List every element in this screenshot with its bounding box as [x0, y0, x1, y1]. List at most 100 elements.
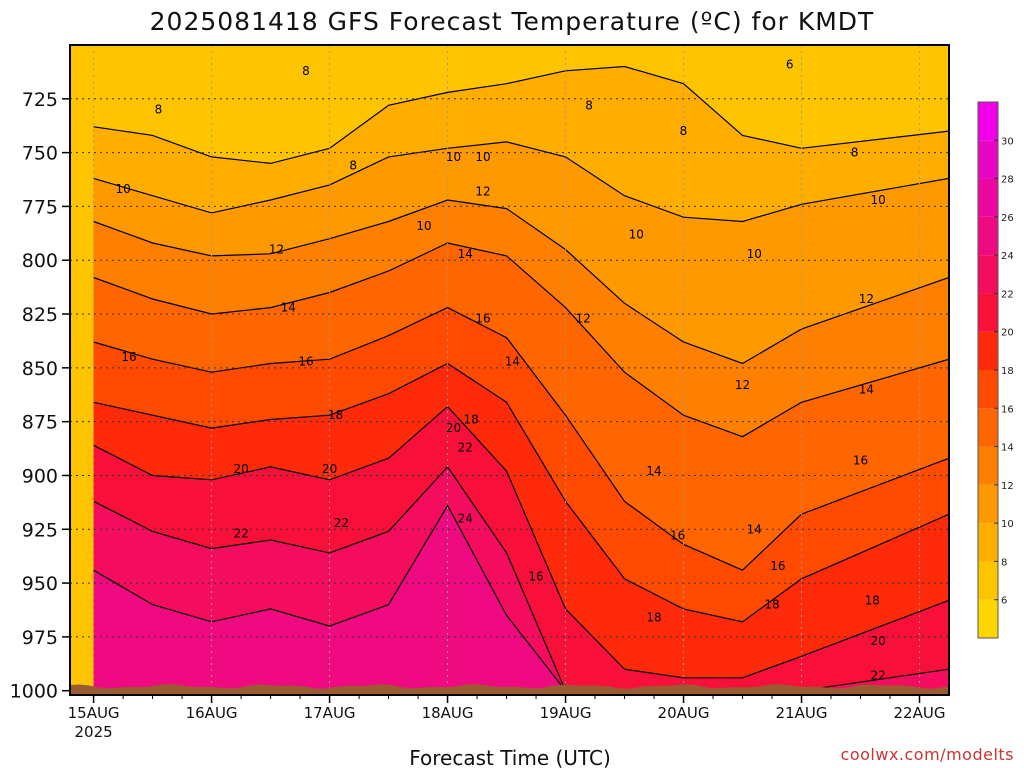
contour-labels: 8 8 8 8 6 8 8 10 10 10 10 10 10 10 12 12 12 12 12 14 14 14 14 1… [115, 57, 885, 682]
contour-label: 22 [871, 669, 886, 683]
contour-label: 16 [121, 350, 136, 364]
contour-label: 8 [851, 146, 859, 160]
temperature-fill [70, 45, 949, 695]
contour-label: 16 [298, 354, 313, 368]
contour-label: 22 [334, 516, 349, 530]
contour-label: 16 [475, 311, 490, 325]
contour-label: 10 [475, 150, 490, 164]
colorbar-tick-label: 20 [1001, 328, 1014, 339]
x-tick-year: 2025 [75, 723, 113, 741]
contour-label: 20 [871, 634, 886, 648]
contour-label: 18 [328, 408, 343, 422]
chart-title: 2025081418 GFS Forecast Temperature (ºC)… [150, 7, 875, 36]
x-tick-label: 22AUG [894, 704, 946, 722]
x-tick-label: 18AUG [422, 704, 474, 722]
contour-label: 12 [269, 243, 284, 257]
colorbar-tick-label: 8 [1001, 557, 1007, 568]
contour-label: 18 [464, 413, 479, 427]
y-tick-label: 900 [22, 465, 58, 487]
colorbar: 6 8 10 12 14 16 18 20 22 24 26 28 30 [977, 101, 1014, 639]
contour-label: 10 [416, 219, 431, 233]
colorbar-band [978, 102, 998, 141]
colorbar-tick-label: 14 [1001, 443, 1014, 454]
colorbar-band [978, 178, 998, 217]
contour-label: 8 [680, 124, 688, 138]
contour-label: 16 [853, 453, 868, 467]
colorbar-tick-label: 26 [1001, 213, 1014, 224]
isotherm-20 [93, 405, 949, 679]
contour-label: 16 [770, 559, 785, 573]
isotherm-16 [93, 306, 949, 571]
credit-link[interactable]: coolwx.com/modelts [841, 745, 1014, 764]
contour-label: 10 [115, 182, 130, 196]
isotherm-18 [93, 362, 949, 623]
contour-label: 14 [646, 464, 661, 478]
contour-label: 12 [859, 292, 874, 306]
colorbar-band [978, 599, 998, 638]
colorbar-band [978, 255, 998, 294]
colorbar-band [978, 331, 998, 370]
x-tick-label: 16AUG [186, 704, 238, 722]
contour-label: 22 [458, 441, 473, 455]
colorbar-tick-label: 28 [1001, 175, 1014, 186]
contour-label: 10 [446, 150, 461, 164]
colorbar-band [978, 408, 998, 447]
contour-label: 14 [458, 247, 473, 261]
colorbar-band [978, 293, 998, 332]
x-axis-label: Forecast Time (UTC) [409, 746, 611, 768]
colorbar-tick-label: 6 [1001, 596, 1007, 607]
contour-label: 20 [446, 421, 461, 435]
y-tick-label: 775 [22, 196, 58, 218]
y-tick-label: 850 [22, 358, 58, 380]
plot-frame [69, 44, 950, 696]
x-axis: 15AUG 16AUG 17AUG 18AUG 19AUG 20AUG 21AUG 22AUG [68, 695, 946, 722]
colorbar-band [978, 561, 998, 600]
contour-label: 6 [786, 57, 794, 71]
colorbar-band [978, 216, 998, 256]
isotherm-10 [93, 141, 949, 223]
colorbar-tick-label: 12 [1001, 481, 1014, 492]
contour-label: 12 [475, 184, 490, 198]
x-tick-label: 19AUG [540, 704, 592, 722]
isotherm-8 [93, 65, 949, 165]
x-tick-label: 15AUG [68, 704, 120, 722]
contour-label: 12 [576, 311, 591, 325]
contour-label: 12 [735, 378, 750, 392]
y-tick-label: 875 [22, 412, 58, 434]
contour-label: 22 [233, 527, 248, 541]
colorbar-tick-label: 18 [1001, 366, 1014, 377]
contour-label: 8 [155, 103, 163, 117]
y-tick-label: 1000 [10, 681, 58, 703]
contour-label: 8 [349, 159, 357, 173]
contour-label: 20 [322, 462, 337, 476]
y-tick-label: 800 [22, 250, 58, 272]
x-tick-label: 20AUG [658, 704, 710, 722]
plot-area: 8 8 8 8 6 8 8 10 10 10 10 10 10 10 12 12 12 12 12 14 14 14 14 1… [69, 44, 950, 696]
y-tick-label: 725 [22, 89, 58, 111]
colorbar-band [978, 523, 998, 562]
colorbar-band [978, 484, 998, 524]
contour-label: 10 [747, 247, 762, 261]
colorbar-band [978, 370, 998, 409]
colorbar-band [978, 140, 998, 179]
contour-label: 8 [302, 64, 310, 78]
terrain [70, 684, 949, 695]
contour-label: 10 [629, 227, 644, 241]
colorbar-tick-label: 10 [1001, 519, 1014, 530]
contour-label: 14 [505, 354, 520, 368]
contour-label: 20 [233, 462, 248, 476]
y-tick-label: 925 [22, 519, 58, 541]
y-tick-label: 750 [22, 143, 58, 165]
y-tick-label: 825 [22, 304, 58, 326]
x-tick-label: 21AUG [776, 704, 828, 722]
contour-label: 10 [871, 193, 886, 207]
contour-label: 8 [585, 98, 593, 112]
contour-label: 14 [281, 301, 296, 315]
contour-label: 18 [646, 611, 661, 625]
band-fill-24 [93, 505, 949, 695]
colorbar-band [978, 446, 998, 485]
contour-label: 16 [670, 529, 685, 543]
colorbar-tick-label: 22 [1001, 289, 1014, 300]
contour-label: 14 [747, 522, 762, 536]
